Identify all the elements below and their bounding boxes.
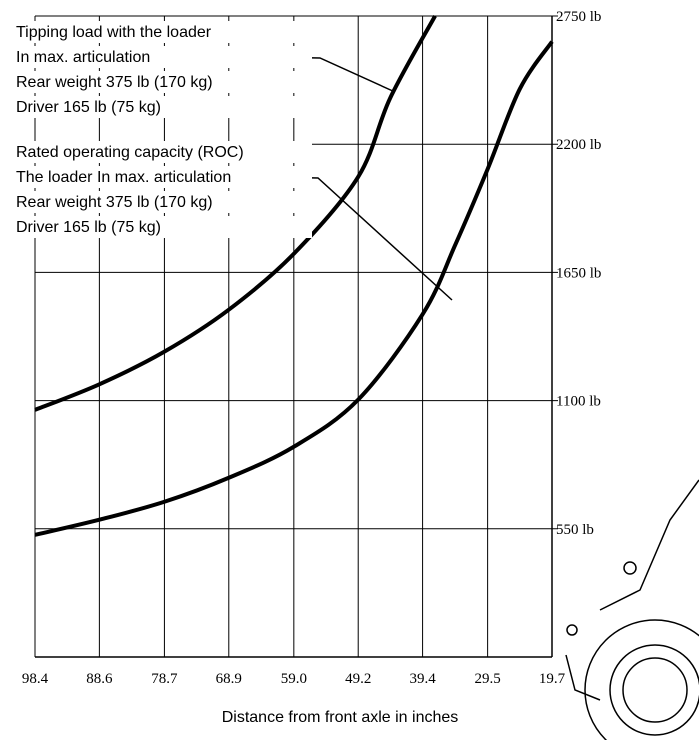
annotation: Tipping load with the loader xyxy=(16,24,212,41)
annotation: Rear weight 375 lb (170 kg) xyxy=(16,74,213,91)
y-tick-label: 2200 lb xyxy=(556,137,601,153)
y-tick-label: 550 lb xyxy=(556,522,594,538)
x-tick-label: 88.6 xyxy=(86,671,113,687)
annotation: Driver 165 lb (75 kg) xyxy=(16,219,161,236)
x-tick-label: 78.7 xyxy=(151,671,178,687)
page: {"chart_data": {"type": "line", "x_label… xyxy=(0,0,699,740)
x-axis-label: Distance from front axle in inches xyxy=(222,709,459,726)
annotation: Rear weight 375 lb (170 kg) xyxy=(16,194,213,211)
x-tick-label: 59.0 xyxy=(281,671,307,687)
y-tick-label: 1650 lb xyxy=(556,265,601,281)
x-tick-label: 19.7 xyxy=(539,671,566,687)
y-tick-label: 2750 lb xyxy=(556,9,601,25)
annotation: The loader In max. articulation xyxy=(16,169,231,186)
x-tick-label: 98.4 xyxy=(22,671,49,687)
x-tick-label: 68.9 xyxy=(216,671,242,687)
loader-illustration xyxy=(566,480,699,740)
x-tick-label: 29.5 xyxy=(474,671,500,687)
annotation: Rated operating capacity (ROC) xyxy=(16,144,244,161)
annotation: In max. articulation xyxy=(16,49,150,66)
annotation: Driver 165 lb (75 kg) xyxy=(16,99,161,116)
y-tick-label: 1100 lb xyxy=(556,394,601,410)
x-tick-label: 39.4 xyxy=(409,671,436,687)
chart: Distance from front axle in inches 550 l… xyxy=(0,0,699,740)
x-tick-label: 49.2 xyxy=(345,671,371,687)
